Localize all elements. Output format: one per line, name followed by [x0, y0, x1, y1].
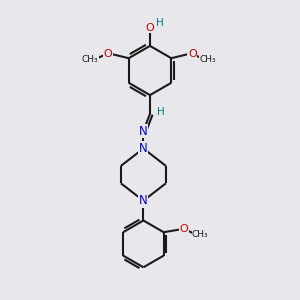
Text: O: O [146, 23, 154, 33]
Text: N: N [139, 194, 148, 207]
Text: N: N [139, 194, 148, 207]
Text: N: N [139, 142, 148, 155]
Text: N: N [139, 142, 148, 155]
Text: O: O [103, 49, 112, 59]
Text: H: H [156, 18, 164, 28]
Text: H: H [157, 107, 164, 117]
Text: CH₃: CH₃ [192, 230, 208, 239]
Text: CH₃: CH₃ [82, 55, 98, 64]
Text: O: O [180, 224, 188, 234]
Text: O: O [188, 49, 197, 59]
Text: CH₃: CH₃ [200, 55, 216, 64]
Text: N: N [139, 124, 148, 138]
